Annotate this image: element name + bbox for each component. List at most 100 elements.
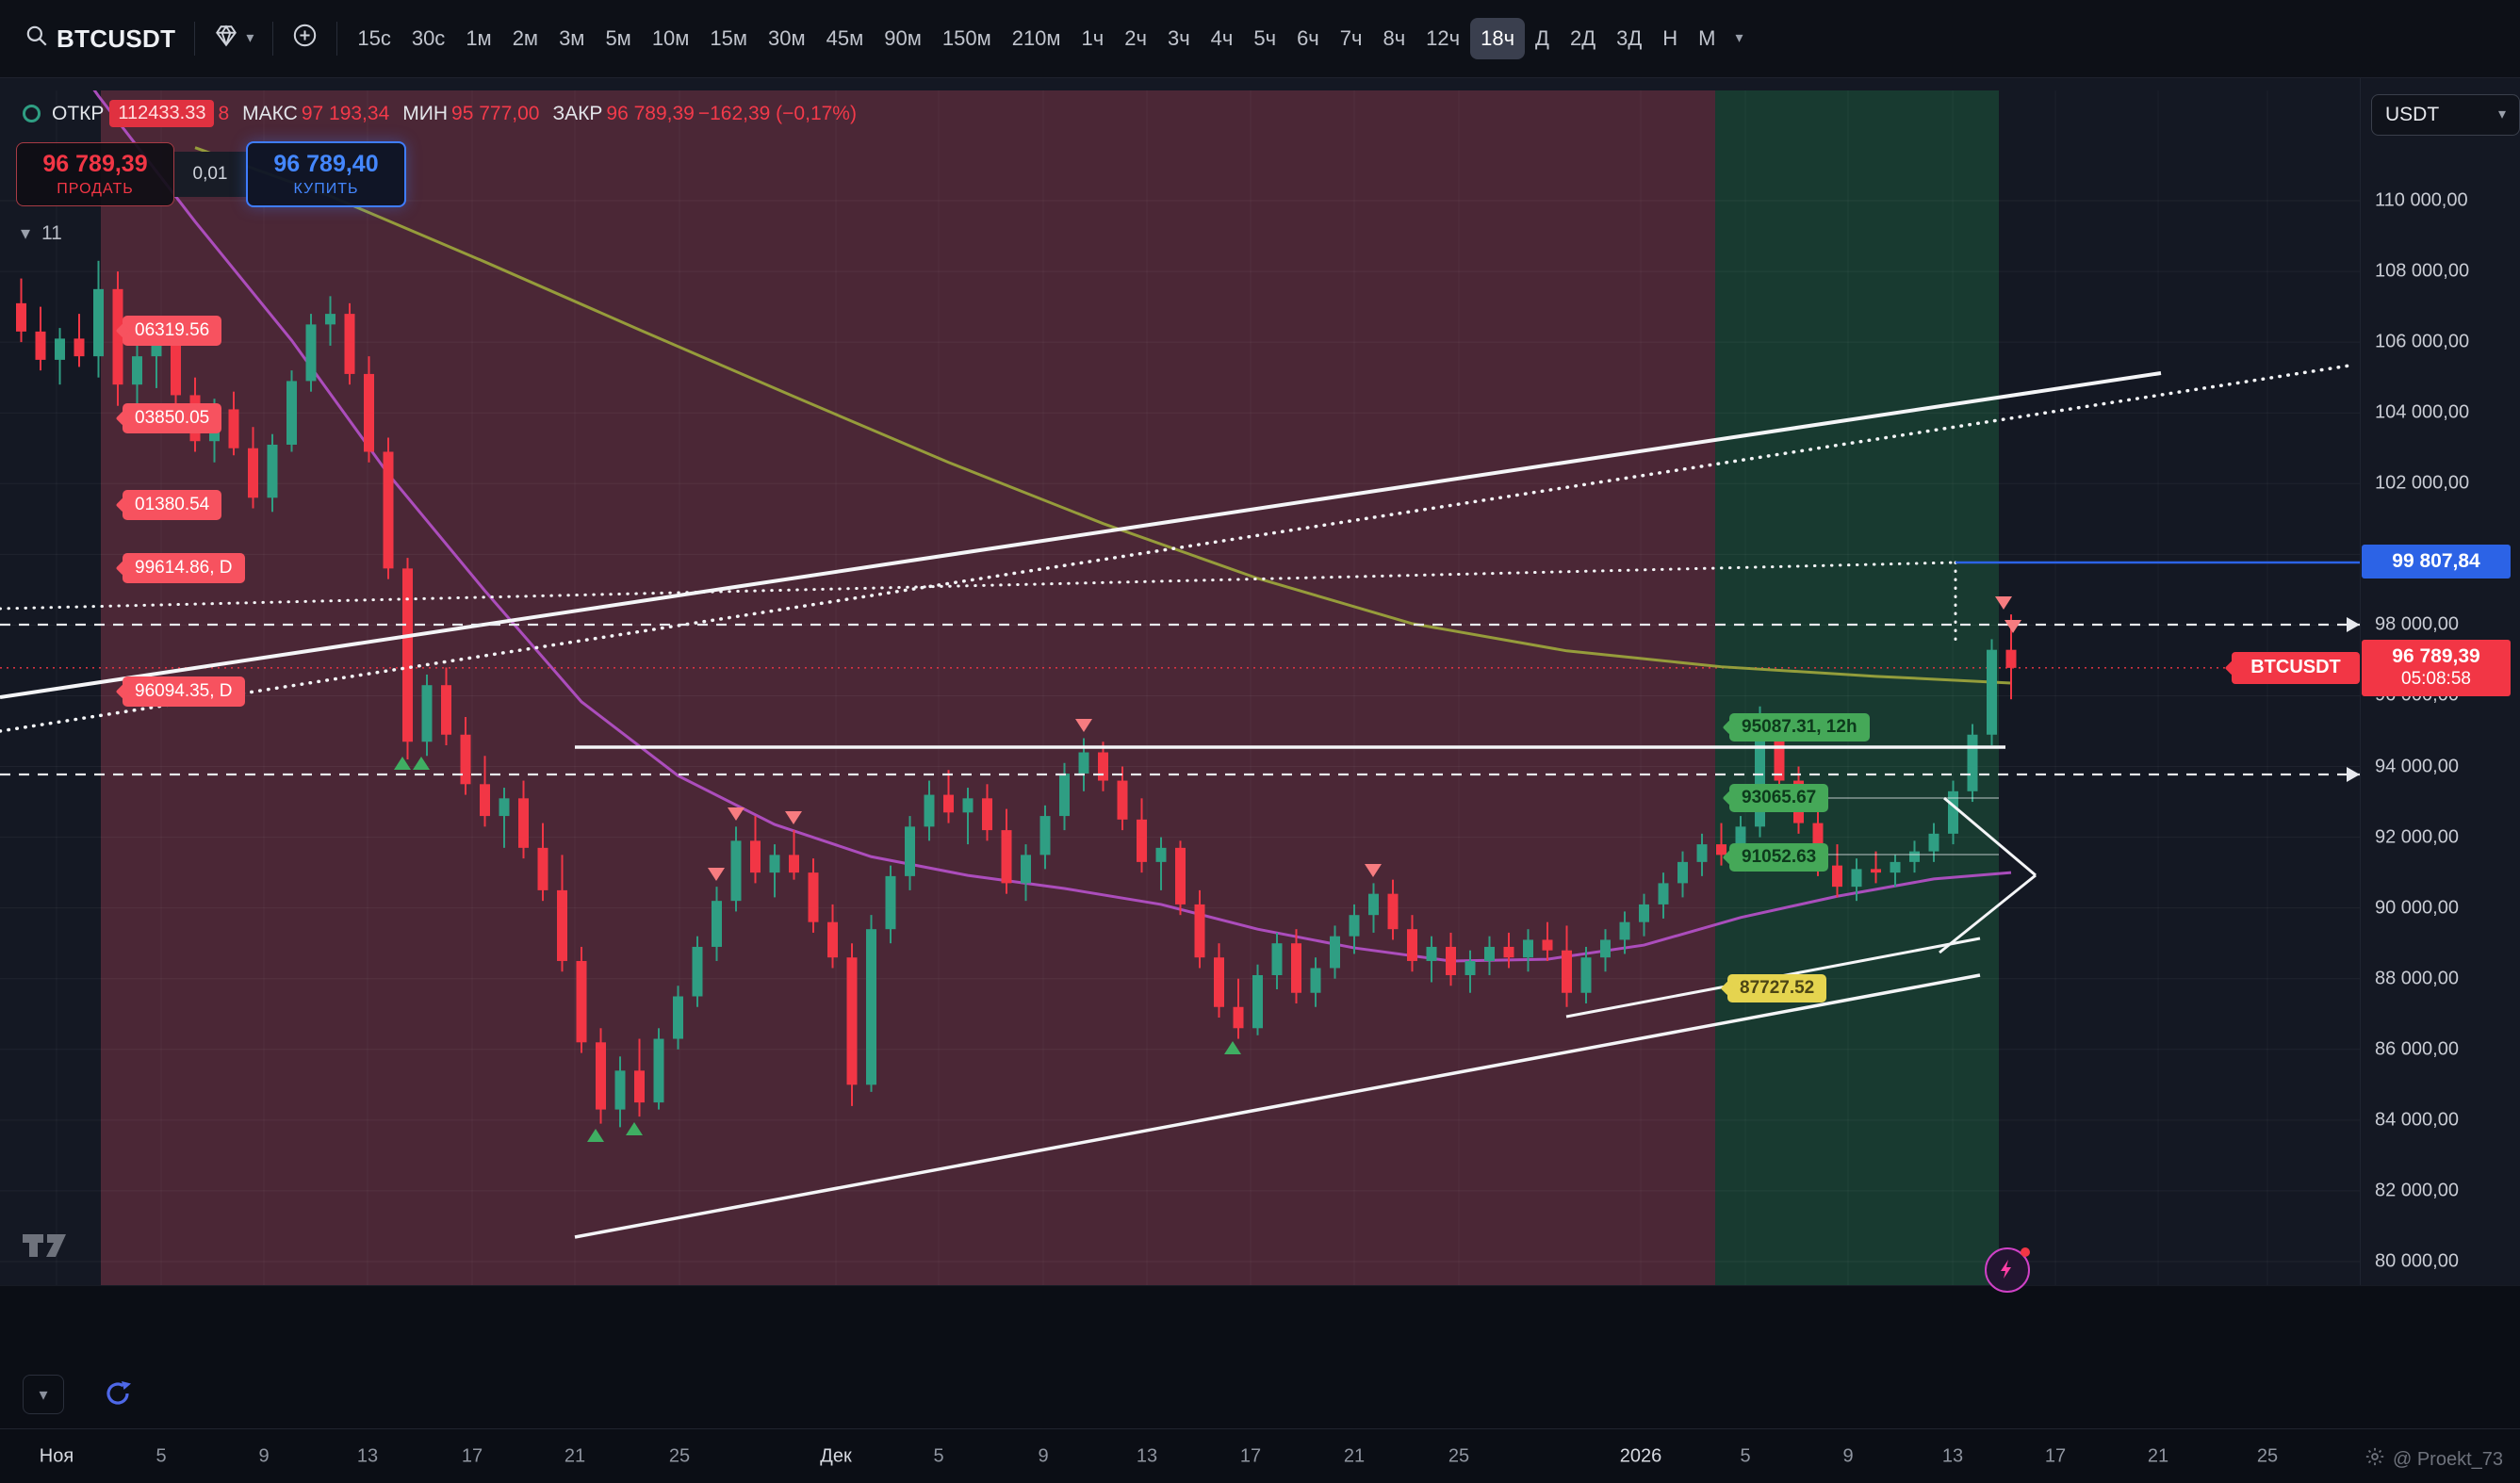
bottom-panel: ▾ Ноя 5 9 13 17 21 25 Дек 5 9 13 17 21 25 2026 5 9 13 17 21… (0, 1285, 2520, 1483)
timeframe-button-М[interactable]: М (1688, 18, 1726, 59)
gem-icon (214, 24, 238, 55)
watchlist-gem-button[interactable]: ▾ (205, 16, 263, 62)
timeframe-button-2ч[interactable]: 2ч (1114, 18, 1157, 59)
timeframe-button-1ч[interactable]: 1ч (1072, 18, 1115, 59)
timeframe-button-5м[interactable]: 5м (595, 18, 641, 59)
lightning-icon (1996, 1258, 2019, 1283)
time-tick: 17 (1239, 1445, 1262, 1467)
price-tick: 106 000,00 (2375, 331, 2470, 352)
timeframe-button-4ч[interactable]: 4ч (1201, 18, 1244, 59)
collapsed-indicators-badge[interactable]: ▾ 11 (21, 222, 62, 245)
price-tick: 84 000,00 (2375, 1109, 2459, 1131)
refresh-button[interactable] (102, 1378, 134, 1410)
timeframe-button-8ч[interactable]: 8ч (1372, 18, 1415, 59)
currency-selector[interactable]: USDT ▾ (2371, 94, 2520, 136)
tradingview-logo[interactable] (21, 1227, 77, 1269)
timeframe-button-15с[interactable]: 15с (347, 18, 401, 59)
alert-price-label[interactable]: 03850.05 (115, 403, 222, 433)
timeframe-button-210м[interactable]: 210м (1002, 18, 1072, 59)
alert-price-label[interactable]: 01380.54 (115, 490, 222, 520)
series-toggle-dot[interactable] (23, 105, 41, 122)
buy-button[interactable]: 96 789,40 КУПИТЬ (246, 141, 406, 207)
timeframe-button-1м[interactable]: 1м (455, 18, 501, 59)
timeframe-button-90м[interactable]: 90м (874, 18, 932, 59)
gear-icon (2365, 1446, 2385, 1473)
level-tag[interactable]: 91052.63 (1722, 843, 1829, 872)
close-value: 96 789,39 (606, 102, 695, 124)
buy-price: 96 789,40 (273, 151, 379, 177)
time-tick: 13 (1136, 1445, 1158, 1467)
alert-price-label[interactable]: 96094.35, D (115, 676, 245, 707)
level-tag[interactable]: 95087.31, 12h (1722, 713, 1870, 742)
timeframe-more-button[interactable]: ▾ (1726, 24, 1752, 54)
chevron-down-icon: ▾ (21, 223, 31, 244)
currency-label: USDT (2385, 104, 2440, 125)
timeframe-button-2Д[interactable]: 2Д (1560, 18, 1606, 59)
open-overlay-price-label: 112433.33 (109, 100, 215, 127)
high-value: 97 193,34 (301, 102, 390, 124)
timeframe-button-7ч[interactable]: 7ч (1330, 18, 1373, 59)
alert-price-label[interactable]: 06319.56 (115, 316, 222, 346)
author-watermark: @ Proekt_73 (2365, 1446, 2503, 1473)
level-price-axis-label: 99 807,84 (2362, 544, 2511, 579)
compare-add-button[interactable] (283, 15, 327, 62)
close-label: ЗАКР (552, 102, 603, 124)
chevron-down-icon: ▾ (2497, 106, 2506, 122)
time-tick: 21 (1343, 1445, 1366, 1467)
last-price-symbol-tag: BTCUSDT (2224, 651, 2360, 684)
time-tick: 9 (1038, 1445, 1049, 1467)
sell-label: ПРОДАТЬ (57, 181, 134, 197)
timeframe-button-30с[interactable]: 30с (401, 18, 455, 59)
time-tick: 13 (356, 1445, 379, 1467)
symbol-name: BTCUSDT (57, 24, 176, 53)
timeframe-button-10м[interactable]: 10м (642, 18, 700, 59)
divider (272, 22, 274, 56)
ohlc-legend: ОТКР 112433.33 8 МАКС 97 193,34 МИН 95 7… (23, 100, 857, 127)
timeframe-button-6ч[interactable]: 6ч (1286, 18, 1330, 59)
time-tick: 2026 (1619, 1445, 1662, 1467)
time-tick: 21 (2147, 1445, 2169, 1467)
symbol-search-button[interactable]: BTCUSDT (15, 16, 185, 62)
time-tick: 17 (461, 1445, 483, 1467)
alert-price-label[interactable]: 99614.86, D (115, 553, 245, 583)
timeframe-button-3м[interactable]: 3м (548, 18, 595, 59)
top-toolbar: BTCUSDT ▾ 15с 30с 1м 2м 3м 5м 10м 15м 30м 45м 90м 1… (0, 0, 2520, 78)
timeframe-button-45м[interactable]: 45м (816, 18, 875, 59)
axis-divider (2360, 77, 2361, 1285)
restore-pane-button[interactable]: ▾ (23, 1375, 64, 1414)
time-axis[interactable]: Ноя 5 9 13 17 21 25 Дек 5 9 13 17 21 25 2026 5 9 13 17 21 25 (0, 1428, 2520, 1483)
chevron-down-icon: ▾ (1735, 30, 1743, 46)
quick-trade-button[interactable] (1985, 1247, 2030, 1293)
level-tag[interactable]: 87727.52 (1720, 974, 1827, 1002)
notification-dot (2021, 1247, 2030, 1257)
divider (194, 22, 196, 56)
buy-sell-widget: 96 789,39 ПРОДАТЬ 0,01 96 789,40 КУПИТЬ (16, 141, 406, 207)
timeframe-button-3Д[interactable]: 3Д (1606, 18, 1652, 59)
level-tag[interactable]: 93065.67 (1722, 784, 1829, 812)
timeframe-list: 15с 30с 1м 2м 3м 5м 10м 15м 30м 45м 90м 150м 210м 1ч 2… (347, 18, 1726, 59)
timeframe-button-15м[interactable]: 15м (699, 18, 758, 59)
price-tick: 86 000,00 (2375, 1038, 2459, 1060)
timeframe-button-3ч[interactable]: 3ч (1157, 18, 1201, 59)
chevron-down-icon: ▾ (39, 1384, 48, 1404)
timeframe-button-Н[interactable]: Н (1652, 18, 1688, 59)
time-tick: 13 (1941, 1445, 1964, 1467)
timeframe-button-150м[interactable]: 150м (932, 18, 1002, 59)
spread-value: 0,01 (174, 152, 246, 197)
price-tick: 108 000,00 (2375, 260, 2470, 282)
price-tick: 80 000,00 (2375, 1250, 2459, 1272)
timeframe-button-Д[interactable]: Д (1525, 18, 1560, 59)
timeframe-button-30м[interactable]: 30м (758, 18, 816, 59)
sell-button[interactable]: 96 789,39 ПРОДАТЬ (16, 142, 174, 206)
timeframe-button-2м[interactable]: 2м (502, 18, 548, 59)
time-tick: 5 (1740, 1445, 1751, 1467)
high-label: МАКС (242, 102, 298, 124)
time-tick: 9 (1842, 1445, 1854, 1467)
time-tick: Дек (820, 1445, 852, 1467)
timeframe-button-5ч[interactable]: 5ч (1243, 18, 1286, 59)
timeframe-button-12ч[interactable]: 12ч (1415, 18, 1470, 59)
price-tick: 92 000,00 (2375, 826, 2459, 848)
timeframe-button-18ч[interactable]: 18ч (1470, 18, 1526, 59)
divider (336, 22, 338, 56)
